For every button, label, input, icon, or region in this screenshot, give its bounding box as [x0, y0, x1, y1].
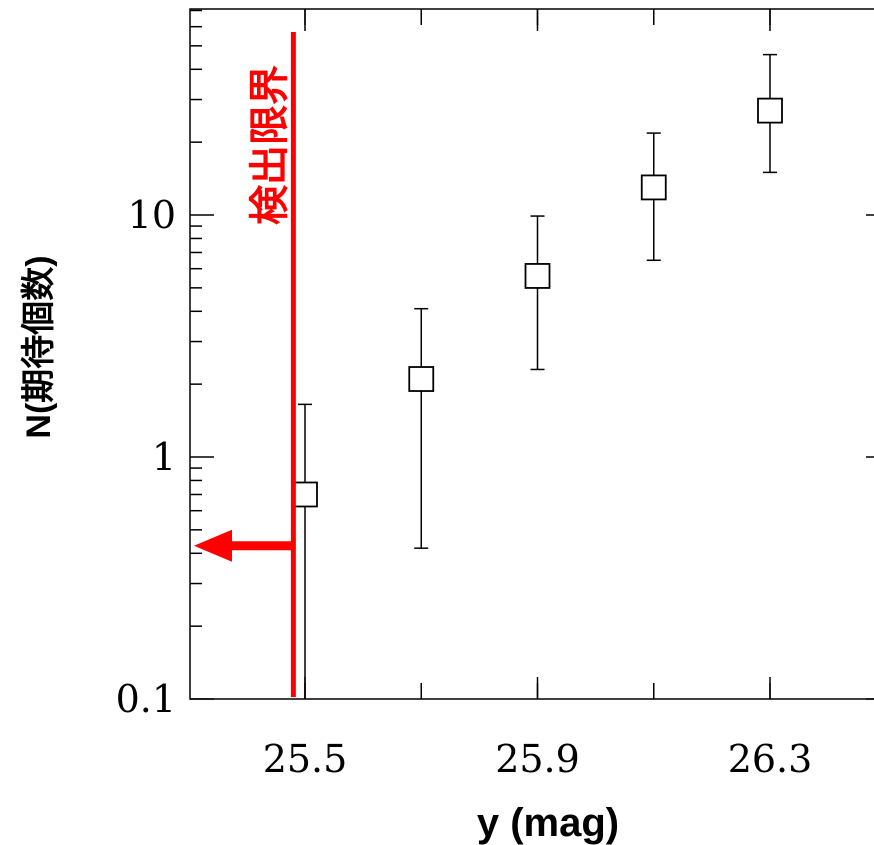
detection-limit-arrowhead [194, 529, 232, 562]
detection-limit: 検出限界 [194, 32, 296, 697]
x-tick-label: 26.3 [728, 737, 813, 781]
y-tick-label: 0.1 [116, 677, 176, 721]
x-tick-label: 25.5 [263, 737, 348, 781]
data-point-square [640, 174, 667, 201]
plot-frame [189, 8, 874, 700]
data-points [292, 53, 783, 699]
tick-labels: 25.5 25.9 26.3 0.1 1 10 [116, 193, 813, 781]
y-axis-title: N(期待個数) [20, 255, 58, 438]
data-point-square [292, 481, 318, 508]
data-point-square [524, 263, 551, 289]
x-axis-title: y (mag) [477, 801, 619, 845]
detection-limit-label: 検出限界 [247, 65, 293, 225]
x-tick-label: 25.9 [495, 737, 580, 781]
y-tick-label: 1 [152, 435, 176, 479]
data-point-square [757, 97, 783, 124]
data-point-square [408, 366, 435, 392]
x-title-mask [418, 800, 444, 845]
y-tick-label: 10 [128, 193, 176, 237]
